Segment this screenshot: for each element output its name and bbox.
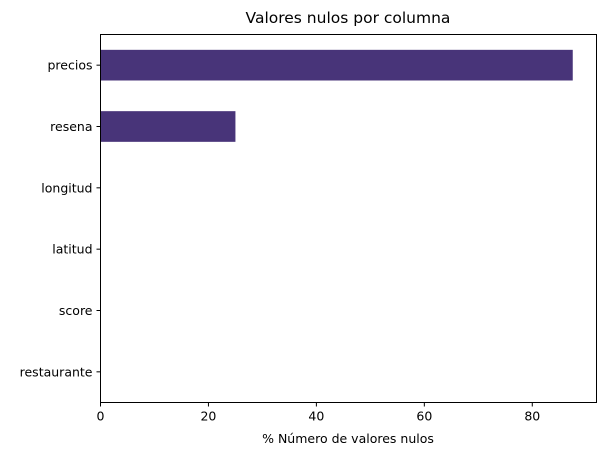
bars-group (100, 49, 573, 142)
x-tick-label-80: 80 (524, 409, 540, 424)
y-tick-label-latitud: latitud (52, 242, 92, 257)
x-tick-label-0: 0 (97, 409, 105, 424)
x-tick-label-20: 20 (200, 409, 216, 424)
x-tick-label-40: 40 (308, 409, 324, 424)
y-ticks-group: precios resena longitud latitud score restaur… (20, 58, 101, 379)
bar-resena (100, 111, 236, 142)
chart-title: Valores nulos por columna (246, 9, 451, 27)
y-tick-label-score: score (59, 303, 93, 318)
y-tick-label-restaurante: restaurante (20, 364, 93, 379)
y-tick-label-precios: precios (48, 58, 93, 73)
x-axis-label: % Número de valores nulos (262, 431, 434, 446)
x-tick-label-60: 60 (416, 409, 432, 424)
bar-precios (100, 49, 573, 81)
y-tick-label-longitud: longitud (41, 180, 92, 195)
x-ticks-group: 0 20 40 60 80 (97, 402, 540, 424)
plot-frame (100, 34, 597, 403)
y-tick-label-resena: resena (50, 119, 92, 134)
